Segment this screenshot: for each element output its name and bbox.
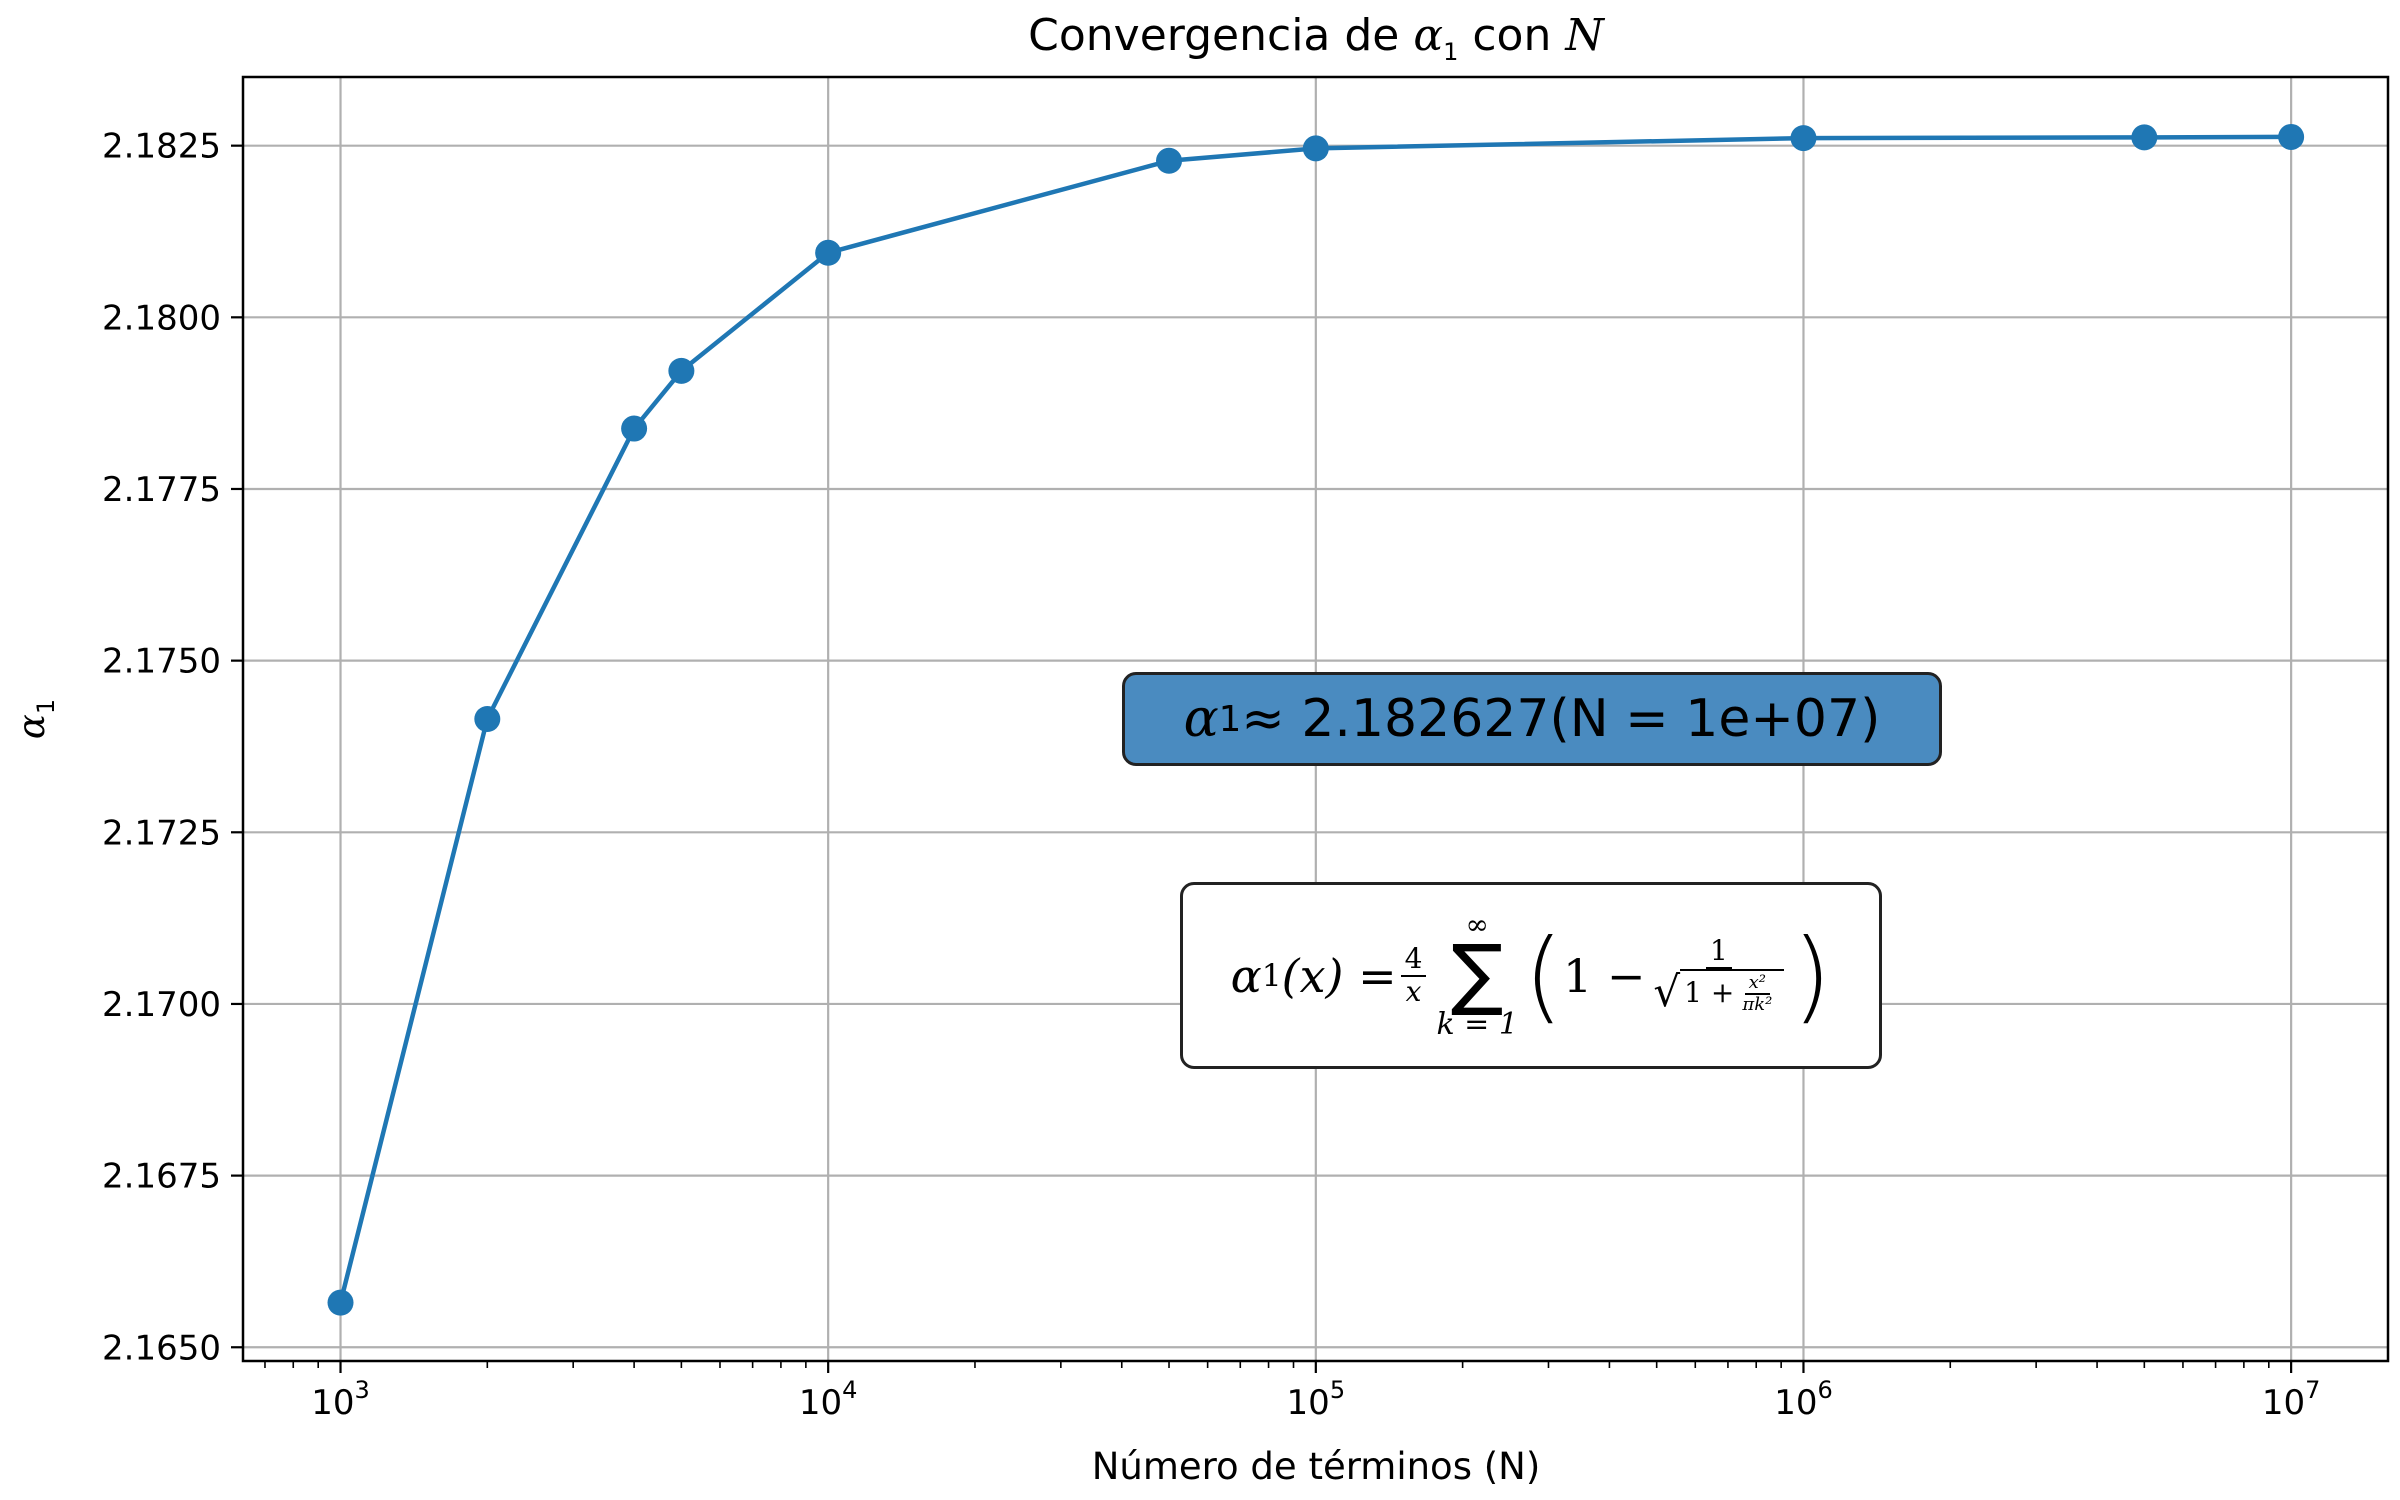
y-tick-label: 2.1825	[102, 127, 221, 167]
data-point	[327, 1289, 354, 1316]
sqrt-icon: √	[1653, 966, 1681, 1016]
data-point	[621, 415, 648, 442]
formula-prefactor: 4 x	[1400, 943, 1427, 1008]
series-layer	[327, 123, 2305, 1316]
formula-one-minus: 1 −	[1562, 948, 1646, 1003]
formula-lhs-sub: 1	[1261, 957, 1282, 994]
formula-annotation: α 1 (x) = 4 x ∞ ∑ k = 1 ( 1 − 1 √ 1 + x²	[1180, 882, 1882, 1069]
chart-title-prefix: Convergencia de	[1028, 10, 1413, 61]
y-tick-label: 2.1700	[102, 985, 221, 1025]
sqrt-one-plus: 1 +	[1684, 976, 1735, 1010]
data-point	[1156, 147, 1183, 174]
chart-title-alpha: α	[1413, 10, 1443, 61]
data-point	[1302, 135, 1329, 162]
x-tick-label-base: 10	[1287, 1383, 1330, 1423]
x-tick-label-base: 10	[799, 1383, 842, 1423]
formula-paren-close: )	[1792, 916, 1832, 1034]
formula-tiny-den: πk²	[1742, 993, 1773, 1015]
sum-upper-limit: ∞	[1465, 908, 1489, 942]
x-tick-label-base: 10	[2262, 1383, 2305, 1423]
tick-layer: 103 104 105 106 1072.16502.16752.17002.17252…	[102, 127, 2320, 1423]
formula-lhs-alpha: α	[1230, 948, 1262, 1003]
y-tick-label: 2.1800	[102, 298, 221, 338]
formula-sqrt: √ 1 + x² πk²	[1653, 966, 1785, 1016]
x-tick-label: 103	[311, 1376, 370, 1423]
value-alpha-sub: 1	[1218, 698, 1242, 740]
sqrt-body: 1 + x² πk²	[1680, 969, 1785, 1015]
x-tick-label: 106	[1774, 1376, 1833, 1423]
x-tick-label-exp: 3	[355, 1376, 370, 1404]
x-tick-label-base: 10	[311, 1383, 354, 1423]
x-tick-label: 107	[2262, 1376, 2321, 1423]
value-alpha: α	[1183, 689, 1219, 749]
formula-inner-num: 1	[1705, 935, 1732, 969]
formula-prefactor-den: x	[1405, 974, 1422, 1008]
y-tick-label: 2.1750	[102, 642, 221, 682]
data-point	[2278, 123, 2305, 150]
y-tick-label: 2.1675	[102, 1157, 221, 1197]
sum-lower-limit: k = 1	[1436, 1006, 1518, 1042]
y-tick-label: 2.1775	[102, 470, 221, 510]
data-point	[2131, 124, 2158, 151]
x-tick-label-exp: 6	[1817, 1376, 1832, 1404]
y-axis-label: α1	[10, 699, 60, 739]
x-tick-label: 105	[1287, 1376, 1346, 1423]
y-axis-label-alpha: α	[10, 714, 53, 739]
formula-paren-open: (	[1523, 916, 1563, 1034]
chart-title-mid: con	[1458, 10, 1565, 61]
formula-inner-den: √ 1 + x² πk²	[1649, 966, 1788, 1016]
formula-prefactor-num: 4	[1400, 943, 1427, 977]
series-line	[338, 134, 2292, 1304]
x-tick-label-exp: 4	[842, 1376, 857, 1404]
x-tick-label-exp: 7	[2305, 1376, 2320, 1404]
formula-tiny-frac: x² πk²	[1738, 973, 1776, 1015]
y-axis-label-sub: 1	[32, 699, 60, 714]
x-tick-label-base: 10	[1774, 1383, 1817, 1423]
chart-title: Convergencia de α1 con N	[1028, 10, 1605, 66]
x-axis-label: Número de términos (N)	[1092, 1445, 1541, 1488]
data-point	[668, 357, 695, 384]
formula-lhs-arg: (x) =	[1281, 948, 1397, 1003]
data-point	[1790, 125, 1817, 152]
x-tick-label-exp: 5	[1330, 1376, 1345, 1404]
formula-sum: ∞ ∑ k = 1	[1436, 911, 1517, 1039]
data-point	[815, 239, 842, 266]
value-text: ≈ 2.182627(N = 1e+07)	[1241, 689, 1881, 749]
data-point	[474, 706, 501, 732]
formula-inner-frac: 1 √ 1 + x² πk²	[1649, 935, 1788, 1016]
chart-title-sub: 1	[1443, 38, 1458, 66]
y-tick-label: 2.1725	[102, 813, 221, 853]
formula-tiny-num: x²	[1744, 973, 1771, 995]
sum-sigma-icon: ∑	[1450, 929, 1504, 1020]
chart-title-var: N	[1564, 10, 1605, 61]
x-tick-label: 104	[799, 1376, 858, 1423]
y-tick-label: 2.1650	[102, 1328, 221, 1368]
